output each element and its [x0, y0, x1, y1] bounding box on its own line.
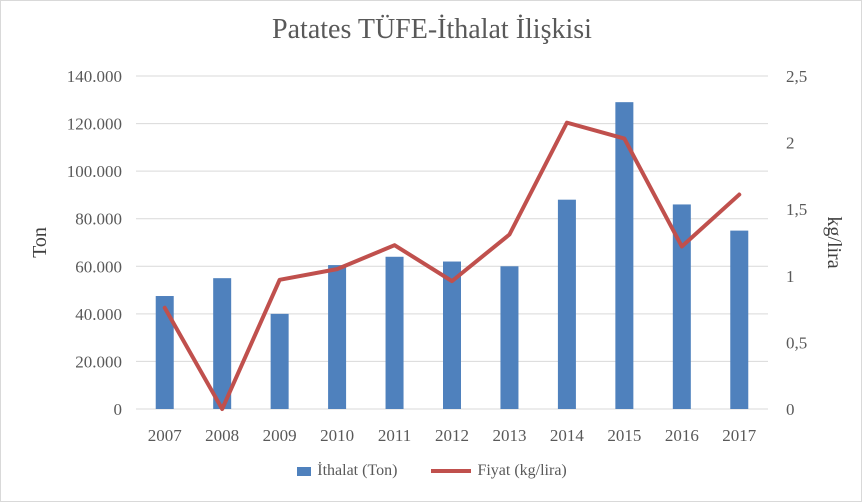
x-tick-label: 2012	[435, 426, 469, 445]
chart-title: Patates TÜFE-İthalat İlişkisi	[272, 14, 592, 45]
legend-item-imports: İthalat (Ton)	[297, 462, 397, 480]
legend-item-price: Fiyat (kg/lira)	[431, 462, 567, 480]
y-tick-label: 120.000	[67, 115, 122, 134]
legend-swatch-price	[431, 469, 472, 473]
y2-tick-label: 2	[786, 134, 795, 153]
bar	[155, 296, 174, 409]
bar	[328, 265, 347, 409]
bar	[730, 230, 749, 409]
bar	[270, 313, 289, 409]
bar	[557, 199, 576, 409]
legend-label-price: Fiyat (kg/lira)	[477, 462, 567, 479]
y-axis-title: Ton	[29, 227, 51, 258]
x-tick-label: 2011	[378, 426, 411, 445]
y-tick-label: 0	[114, 400, 123, 419]
y2-tick-label: 0,5	[786, 333, 807, 352]
x-tick-label: 2007	[148, 426, 183, 445]
legend-swatch-imports	[297, 466, 312, 476]
bar	[443, 261, 461, 409]
y2-axis-title: kg/lira	[823, 216, 845, 268]
x-tick-label: 2008	[205, 426, 239, 445]
price-line	[162, 120, 742, 411]
y2-tick-label: 0	[786, 400, 795, 419]
x-tick-label: 2015	[607, 426, 641, 445]
x-tick-label: 2013	[492, 426, 526, 445]
y-tick-label: 60.000	[75, 257, 122, 276]
bar	[385, 256, 404, 409]
y-tick-label: 20.000	[75, 352, 122, 371]
x-tick-label: 2017	[722, 426, 757, 445]
y2-tick-label: 1,5	[786, 200, 807, 219]
x-tick-label: 2016	[665, 426, 699, 445]
legend-label-imports: İthalat (Ton)	[317, 462, 398, 479]
y2-tick-label: 2,5	[786, 67, 807, 86]
x-tick-label: 2009	[263, 426, 297, 445]
x-tick-label: 2010	[320, 426, 354, 445]
bar	[672, 204, 691, 409]
y-tick-label: 100.000	[67, 162, 122, 181]
bar	[213, 278, 232, 409]
legend: İthalat (Ton) Fiyat (kg/lira)	[0, 462, 864, 480]
y-tick-label: 140.000	[67, 67, 122, 86]
y-tick-label: 80.000	[75, 210, 122, 229]
x-tick-label: 2014	[550, 426, 585, 445]
bar	[500, 266, 519, 409]
bar	[615, 102, 634, 410]
y-tick-label: 40.000	[75, 305, 122, 324]
y2-tick-label: 1	[786, 267, 795, 286]
